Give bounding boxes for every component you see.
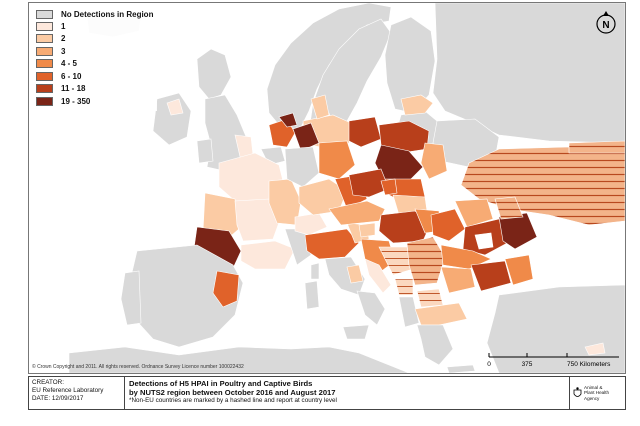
romania-northwest xyxy=(430,208,466,242)
germany-west xyxy=(284,146,320,188)
legend-swatch xyxy=(36,46,53,56)
legend-swatch xyxy=(36,59,53,69)
moldova xyxy=(494,196,524,220)
germany-center xyxy=(318,140,356,180)
bulgaria-east xyxy=(504,254,534,286)
legend-title: No Detections in Region xyxy=(61,10,154,19)
legend-swatch xyxy=(36,21,53,31)
north-arrow-icon: N xyxy=(596,11,616,34)
slovenia xyxy=(358,222,376,238)
legend-label: 2 xyxy=(61,34,66,44)
legend-label: 11 - 18 xyxy=(61,84,86,94)
date-value: 12/09/2017 xyxy=(51,395,84,402)
creator-value: EU Reference Laboratory xyxy=(32,387,104,394)
germany-northeast xyxy=(348,116,382,148)
map-legend: No Detections in Region 1 2 3 4 - 5 6 - 10 11… xyxy=(33,7,158,111)
sardinia xyxy=(304,280,320,310)
baltic-region xyxy=(400,94,434,116)
greece-north xyxy=(414,302,468,326)
denmark xyxy=(310,94,330,120)
bulgaria-west xyxy=(440,266,476,294)
legend-swatch xyxy=(36,96,53,106)
scotland xyxy=(196,48,232,100)
legend-row: 2 xyxy=(36,33,153,46)
map-title-line1: Detections of H5 HPAI in Poultry and Cap… xyxy=(129,379,313,388)
legend-swatch xyxy=(36,10,53,19)
montenegro xyxy=(394,278,414,296)
ireland-region xyxy=(166,98,184,116)
italy-region xyxy=(346,264,364,284)
agency-name: Animal & Plant Health Agency xyxy=(584,385,609,401)
date-label: DATE: xyxy=(32,395,51,402)
wales xyxy=(196,138,214,164)
date-line: DATE: 12/09/2017 xyxy=(32,395,121,403)
legend-label: 1 xyxy=(61,21,66,31)
legend-row: 11 - 18 xyxy=(36,83,153,96)
legend-label: 3 xyxy=(61,46,66,56)
macedonia xyxy=(416,288,444,308)
scale-label: 0 xyxy=(487,361,491,368)
corsica xyxy=(310,262,320,280)
serbia xyxy=(406,236,446,286)
legend-swatch xyxy=(36,34,53,44)
legend-row: 1 xyxy=(36,20,153,33)
ireland xyxy=(152,92,192,146)
crete xyxy=(446,364,476,373)
scale-label: 375 xyxy=(522,361,533,368)
legend-row: No Detections in Region xyxy=(36,9,153,20)
legend-row: 6 - 10 xyxy=(36,70,153,83)
agency-line: Animal & xyxy=(584,385,603,391)
albania xyxy=(398,296,420,328)
agency-line: Agency xyxy=(584,395,600,401)
north-africa xyxy=(68,346,410,373)
legend-label: 6 - 10 xyxy=(61,71,82,81)
legend-label: 4 - 5 xyxy=(61,59,78,69)
greece xyxy=(416,324,454,366)
romania-east xyxy=(498,212,538,250)
czechia-east xyxy=(380,178,398,196)
map-footer: CREATOR: EU Reference Laboratory DATE: 1… xyxy=(28,376,626,410)
royal-crest-icon xyxy=(573,387,582,397)
legend-row: 19 - 350 xyxy=(36,95,153,108)
legend-swatch xyxy=(36,71,53,81)
romania-center-hot xyxy=(474,232,494,250)
portugal xyxy=(120,270,142,326)
scale-label: 750 Kilometers xyxy=(567,361,611,368)
legend-row: 4 - 5 xyxy=(36,58,153,71)
agency-logo: Animal & Plant Health Agency xyxy=(569,377,625,409)
scale-bar: 0 375 750 Kilometers xyxy=(487,349,623,369)
copyright-notice: © Crown Copyright and 2011. All rights r… xyxy=(32,364,244,370)
croatia-coast xyxy=(364,258,392,294)
france-south xyxy=(240,240,296,270)
legend-label: 19 - 350 xyxy=(61,96,91,106)
netherlands-north xyxy=(278,112,298,128)
italy-north xyxy=(304,228,360,260)
bulgaria-center xyxy=(470,260,512,292)
norway xyxy=(266,3,392,132)
poland-east xyxy=(420,142,448,180)
czechia xyxy=(348,168,390,198)
legend-swatch xyxy=(36,84,53,94)
switzerland xyxy=(294,212,328,236)
russia-south xyxy=(568,140,625,154)
footer-creator-box: CREATOR: EU Reference Laboratory DATE: 1… xyxy=(29,377,125,409)
land-layer xyxy=(68,3,625,373)
romania-north xyxy=(454,198,494,228)
italy-south xyxy=(356,290,386,326)
map-title-line2: by NUTS2 region between October 2016 and… xyxy=(129,388,336,397)
catalonia xyxy=(212,270,240,308)
creator-label: CREATOR: xyxy=(32,379,64,386)
legend-row: 3 xyxy=(36,45,153,58)
cyprus xyxy=(584,342,606,356)
sicily xyxy=(342,324,370,340)
agency-line: Plant Health xyxy=(584,390,610,396)
europe-map xyxy=(68,3,625,373)
map-note: *Non-EU countries are marked by a hashed… xyxy=(129,397,337,404)
footer-title-box: Detections of H5 HPAI in Poultry and Cap… xyxy=(125,377,569,409)
north-letter: N xyxy=(602,20,609,31)
map-frame: No Detections in Region 1 2 3 4 - 5 6 - 10 11… xyxy=(28,2,626,374)
